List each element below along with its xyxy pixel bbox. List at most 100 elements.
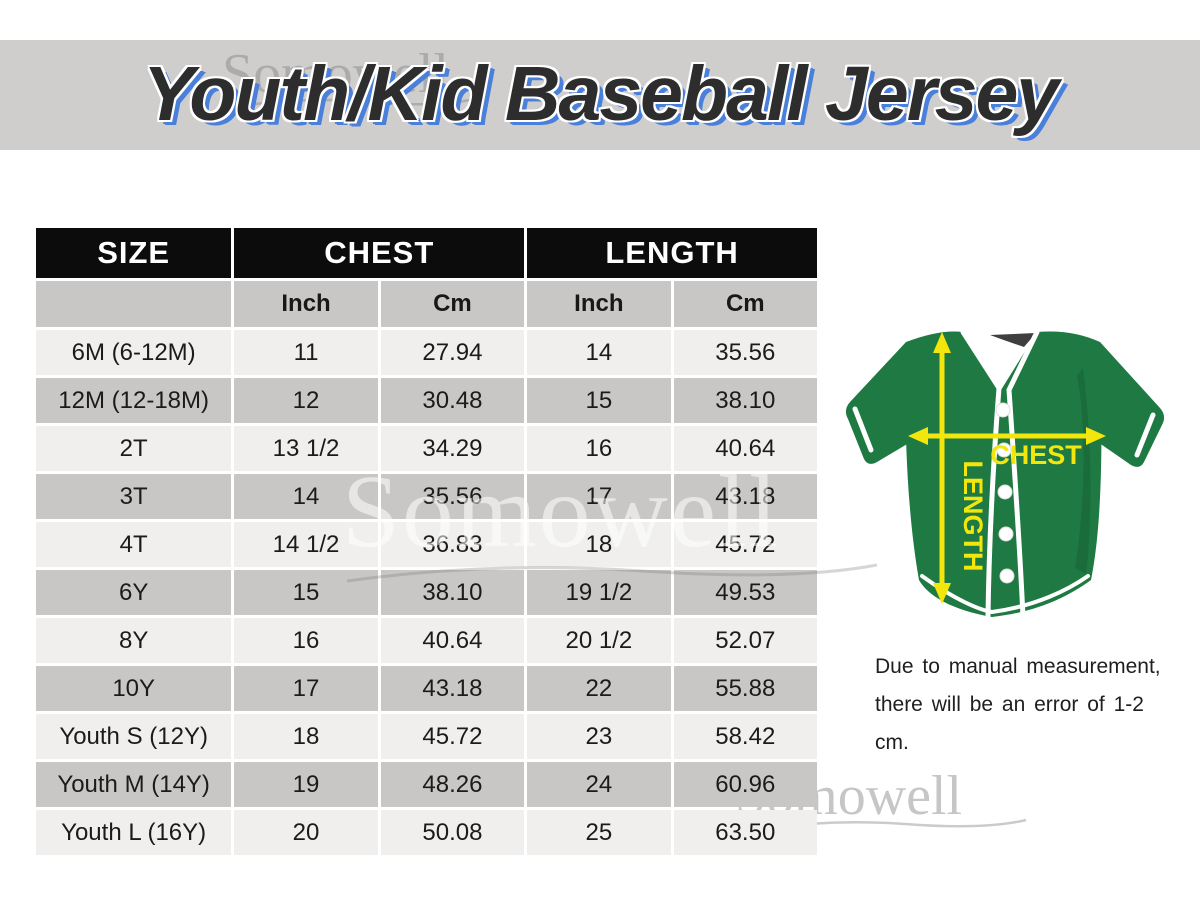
jersey-button [998, 526, 1014, 542]
length-cm-cell: 58.42 [673, 714, 817, 759]
col-header-size: SIZE [36, 228, 232, 278]
page-title: Youth/Kid Baseball Jersey [142, 51, 1059, 137]
size-cell: Youth S (12Y) [36, 714, 232, 759]
length-inch-cell: 15 [527, 378, 671, 423]
length-cm-cell: 40.64 [673, 426, 817, 471]
chest-inch-cell: 17 [234, 666, 378, 711]
col-header-chest: CHEST [234, 228, 525, 278]
length-cm-cell: 43.18 [673, 474, 817, 519]
size-cell: 6Y [36, 570, 232, 615]
size-cell: 4T [36, 522, 232, 567]
size-cell: 2T [36, 426, 232, 471]
chest-cm-cell: 38.10 [380, 570, 525, 615]
size-chart-table: SIZE CHEST LENGTH Inch Cm Inch Cm 6M (6-… [33, 225, 820, 858]
size-cell: 10Y [36, 666, 232, 711]
right-cuff-stripe [1134, 412, 1156, 458]
table-row: 10Y 17 43.18 22 55.88 [36, 666, 817, 711]
table-row: Youth L (16Y) 20 50.08 25 63.50 [36, 810, 817, 855]
chest-cm-cell: 30.48 [380, 378, 525, 423]
chest-inch-cell: 13 1/2 [234, 426, 378, 471]
chest-label: CHEST [990, 440, 1082, 470]
title-banner [0, 40, 1200, 150]
chest-inch-cell: 16 [234, 618, 378, 663]
length-label: LENGTH [958, 461, 988, 572]
table-row: 8Y 16 40.64 20 1/2 52.07 [36, 618, 817, 663]
length-arrow-icon [933, 332, 951, 604]
chest-inch-cell: 14 [234, 474, 378, 519]
chest-arrow-icon [908, 427, 1106, 445]
length-inch-unit: Inch [527, 281, 671, 327]
jersey-right-sleeve [1092, 342, 1165, 467]
chest-cm-cell: 36.83 [380, 522, 525, 567]
measurement-note: Due to manual measurement, there will be… [875, 648, 1175, 762]
length-cm-cell: 52.07 [673, 618, 817, 663]
chest-inch-unit: Inch [234, 281, 378, 327]
chest-cm-cell: 34.29 [380, 426, 525, 471]
chest-inch-cell: 11 [234, 330, 378, 375]
size-cell: 12M (12-18M) [36, 378, 232, 423]
length-inch-cell: 17 [527, 474, 671, 519]
size-cell: Youth L (16Y) [36, 810, 232, 855]
jersey-left-sleeve [845, 342, 914, 464]
size-chart-table-wrap: SIZE CHEST LENGTH Inch Cm Inch Cm 6M (6-… [33, 225, 820, 858]
length-inch-cell: 18 [527, 522, 671, 567]
length-cm-cell: 35.56 [673, 330, 817, 375]
col-header-length: LENGTH [527, 228, 817, 278]
table-row: 12M (12-18M) 12 30.48 15 38.10 [36, 378, 817, 423]
collar-inner-shadow [990, 333, 1036, 347]
chest-cm-cell: 48.26 [380, 762, 525, 807]
chest-inch-cell: 12 [234, 378, 378, 423]
jersey-button [999, 568, 1015, 584]
size-cell: Youth M (14Y) [36, 762, 232, 807]
length-cm-cell: 49.53 [673, 570, 817, 615]
length-inch-cell: 25 [527, 810, 671, 855]
table-row: 6M (6-12M) 11 27.94 14 35.56 [36, 330, 817, 375]
chest-cm-cell: 43.18 [380, 666, 525, 711]
table-header-row: SIZE CHEST LENGTH [36, 228, 817, 278]
length-inch-cell: 20 1/2 [527, 618, 671, 663]
chest-inch-cell: 15 [234, 570, 378, 615]
chest-inch-cell: 14 1/2 [234, 522, 378, 567]
size-cell: 6M (6-12M) [36, 330, 232, 375]
units-empty-cell [36, 281, 232, 327]
note-line-1: Due to manual measurement, [875, 655, 1161, 678]
jersey-body [905, 331, 1102, 617]
chest-inch-cell: 18 [234, 714, 378, 759]
table-row: 6Y 15 38.10 19 1/2 49.53 [36, 570, 817, 615]
chest-cm-cell: 50.08 [380, 810, 525, 855]
chest-cm-cell: 40.64 [380, 618, 525, 663]
length-cm-cell: 45.72 [673, 522, 817, 567]
jersey-shading [1075, 368, 1091, 574]
chest-cm-cell: 35.56 [380, 474, 525, 519]
jersey-button [997, 484, 1013, 500]
size-cell: 8Y [36, 618, 232, 663]
chest-cm-unit: Cm [380, 281, 525, 327]
left-cuff-stripe [852, 406, 874, 453]
length-inch-cell: 14 [527, 330, 671, 375]
chest-cm-cell: 45.72 [380, 714, 525, 759]
size-cell: 3T [36, 474, 232, 519]
chest-inch-cell: 19 [234, 762, 378, 807]
table-row: 4T 14 1/2 36.83 18 45.72 [36, 522, 817, 567]
chest-inch-cell: 20 [234, 810, 378, 855]
note-line-2: there will be an error of 1-2 cm. [875, 693, 1144, 754]
length-inch-cell: 16 [527, 426, 671, 471]
length-inch-cell: 24 [527, 762, 671, 807]
table-row: 2T 13 1/2 34.29 16 40.64 [36, 426, 817, 471]
length-cm-cell: 63.50 [673, 810, 817, 855]
chest-cm-cell: 27.94 [380, 330, 525, 375]
jersey-button [996, 442, 1012, 458]
length-inch-cell: 23 [527, 714, 671, 759]
length-cm-cell: 38.10 [673, 378, 817, 423]
table-row: 3T 14 35.56 17 43.18 [36, 474, 817, 519]
jersey-diagram: CHEST LENGTH [845, 329, 1165, 620]
table-row: Youth S (12Y) 18 45.72 23 58.42 [36, 714, 817, 759]
hem-stripe [920, 574, 1090, 615]
jersey-button [995, 402, 1011, 418]
table-units-row: Inch Cm Inch Cm [36, 281, 817, 327]
length-cm-cell: 55.88 [673, 666, 817, 711]
table-row: Youth M (14Y) 19 48.26 24 60.96 [36, 762, 817, 807]
length-inch-cell: 22 [527, 666, 671, 711]
length-inch-cell: 19 1/2 [527, 570, 671, 615]
